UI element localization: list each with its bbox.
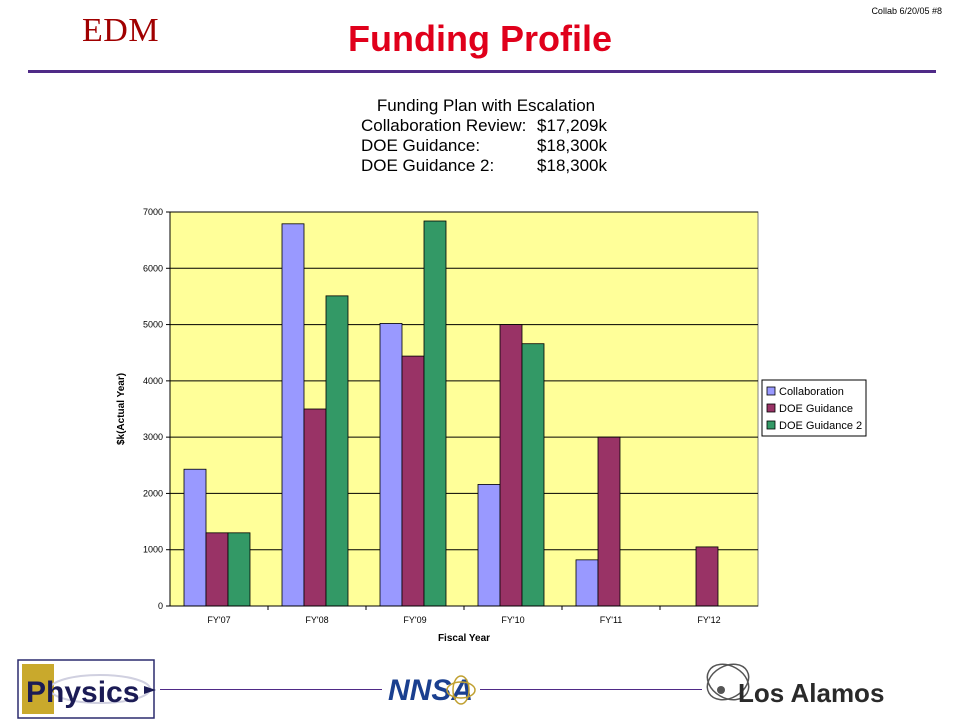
physics-logo-text: Physics bbox=[26, 676, 139, 709]
gridlines bbox=[170, 211, 758, 551]
bar-collaboration bbox=[379, 323, 403, 607]
y-tick-label: 4000 bbox=[143, 376, 163, 386]
bar-doe-guidance-2 bbox=[423, 220, 447, 607]
physics-logo: Physics bbox=[17, 659, 156, 719]
legend-label: Collaboration bbox=[779, 386, 844, 398]
x-tick-labels: FY'07 FY'08 FY'09 FY'10 FY'11 FY'12 bbox=[207, 615, 720, 625]
y-tick-label: 7000 bbox=[143, 207, 163, 217]
chart-title-line: Funding Plan with Escalation bbox=[377, 96, 595, 115]
x-tick-label: FY'11 bbox=[600, 615, 623, 625]
bars bbox=[183, 220, 719, 607]
legend-label: DOE Guidance bbox=[779, 403, 853, 415]
x-tick-label: FY'10 bbox=[501, 615, 524, 625]
y-tick-label: 3000 bbox=[143, 432, 163, 442]
plot-area bbox=[169, 211, 759, 607]
footer-divider-right bbox=[480, 689, 702, 690]
bar-doe-guidance-2 bbox=[325, 295, 349, 607]
chart-title-line-value: $17,209k bbox=[537, 116, 607, 135]
bar-collaboration bbox=[575, 559, 599, 607]
bar-doe-guidance bbox=[205, 532, 229, 607]
chart-title-line-label: Collaboration Review: bbox=[361, 116, 526, 135]
los-alamos-logo: Los Alamos bbox=[706, 663, 884, 708]
funding-chart: Funding Plan with EscalationCollaboratio… bbox=[116, 96, 867, 644]
axes bbox=[166, 211, 758, 610]
legend: Collaboration DOE Guidance DOE Guidance 2 bbox=[761, 379, 867, 437]
bar-doe-guidance bbox=[303, 408, 327, 607]
bar-collaboration bbox=[477, 484, 501, 607]
x-tick-label: FY'08 bbox=[305, 615, 328, 625]
page-title: Funding Profile bbox=[348, 18, 612, 59]
x-tick-label: FY'07 bbox=[207, 615, 230, 625]
x-axis-label: Fiscal Year bbox=[438, 633, 490, 644]
edm-logo: EDM bbox=[82, 12, 160, 49]
bar-collaboration bbox=[281, 223, 305, 607]
nnsa-logo: NNSA bbox=[388, 674, 476, 707]
title-divider bbox=[28, 70, 936, 73]
bar-doe-guidance-2 bbox=[227, 532, 251, 607]
chart-title-line-value: $18,300k bbox=[537, 156, 607, 175]
y-tick-labels: 0 1000 2000 3000 4000 5000 6000 7000 bbox=[143, 207, 163, 611]
los-alamos-logo-text: Los Alamos bbox=[738, 678, 884, 708]
bar-collaboration bbox=[183, 468, 207, 607]
footer: Physics NNSA Los Alamos bbox=[0, 650, 960, 720]
legend-swatch bbox=[766, 403, 776, 413]
legend-swatch bbox=[766, 386, 776, 396]
chart-title-line-label: DOE Guidance 2: bbox=[361, 156, 494, 175]
chart-title-line-label: DOE Guidance: bbox=[361, 136, 480, 155]
nnsa-logo-text: NNSA bbox=[388, 674, 473, 707]
legend-label: DOE Guidance 2 bbox=[779, 420, 862, 432]
footer-divider-left bbox=[160, 689, 382, 690]
chart-title-line-value: $18,300k bbox=[537, 136, 607, 155]
y-tick-label: 2000 bbox=[143, 488, 163, 498]
y-tick-label: 5000 bbox=[143, 320, 163, 330]
legend-box bbox=[761, 379, 867, 437]
slide-tag: Collab 6/20/05 #8 bbox=[871, 6, 942, 16]
bar-doe-guidance-2 bbox=[521, 343, 545, 607]
chart-title: Funding Plan with EscalationCollaboratio… bbox=[361, 96, 607, 175]
bar-doe-guidance bbox=[695, 546, 719, 607]
y-tick-label: 1000 bbox=[143, 545, 163, 555]
x-tick-label: FY'12 bbox=[697, 615, 720, 625]
x-tick-label: FY'09 bbox=[403, 615, 426, 625]
bar-doe-guidance bbox=[597, 436, 621, 607]
bar-doe-guidance bbox=[499, 324, 523, 607]
bar-doe-guidance bbox=[401, 355, 425, 607]
legend-swatch bbox=[766, 420, 776, 430]
y-tick-label: 6000 bbox=[143, 263, 163, 273]
y-axis-label: $k(Actual Year) bbox=[116, 373, 127, 445]
y-tick-label: 0 bbox=[158, 601, 163, 611]
